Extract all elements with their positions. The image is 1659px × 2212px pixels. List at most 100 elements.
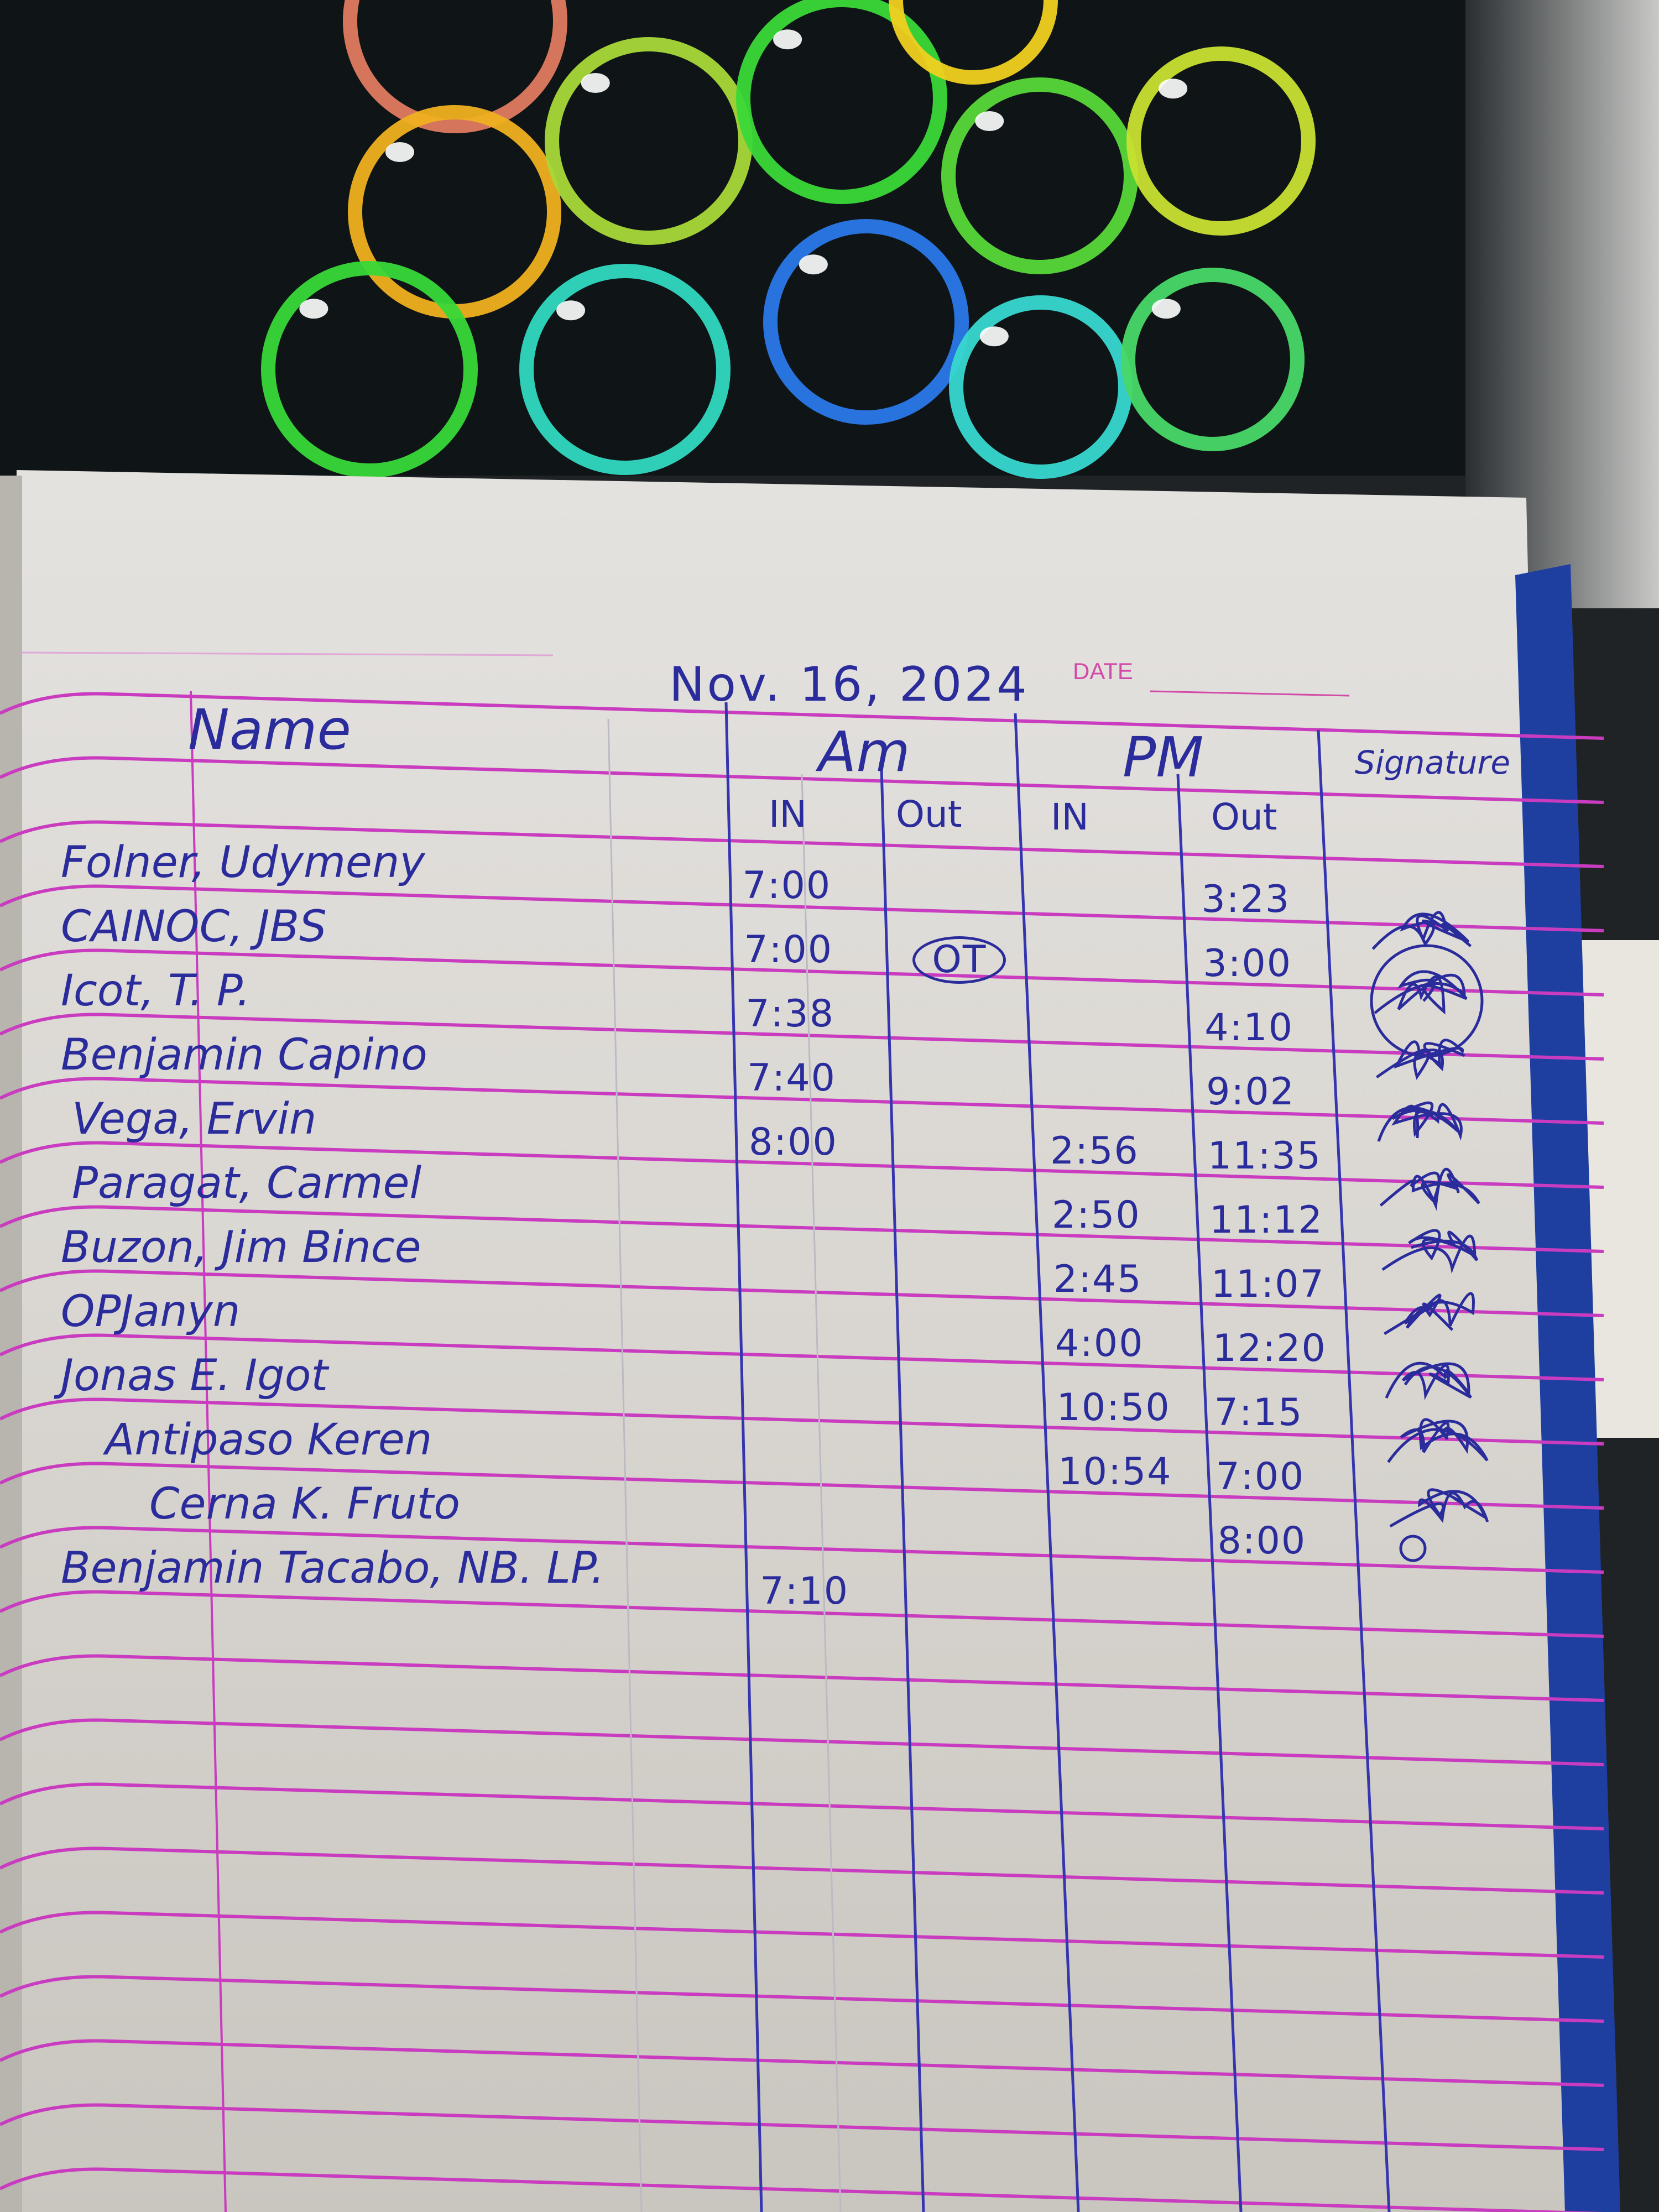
ruled-line bbox=[0, 1141, 1604, 1189]
name-cell: Buzon, Jim Bince bbox=[61, 1223, 421, 1273]
ring-highlight bbox=[975, 111, 1004, 131]
signature-scribble bbox=[1377, 1101, 1463, 1142]
name-cell: Icot, T. P. bbox=[61, 966, 251, 1016]
wallpaper-rings bbox=[261, 0, 1316, 479]
header-pm: PM bbox=[1123, 725, 1204, 790]
ruled-line bbox=[0, 1397, 1604, 1446]
column-line bbox=[724, 702, 763, 2212]
column-line bbox=[1317, 729, 1391, 2212]
ring-highlight bbox=[1159, 79, 1188, 99]
pm-out-cell: 11:12 bbox=[1209, 1198, 1323, 1242]
ruled-line bbox=[0, 1462, 1604, 1510]
handwritten-date: Nov. 16, 2024 bbox=[669, 657, 1029, 712]
ruled-line bbox=[0, 1077, 1604, 1125]
am-in-cell: 7:00 bbox=[742, 864, 832, 908]
pm-out-cell: 8:00 bbox=[1217, 1519, 1307, 1563]
ring-highlight bbox=[581, 73, 610, 93]
printed-date-label: DATE bbox=[1073, 658, 1133, 684]
name-cell: Cerna K. Fruto bbox=[149, 1479, 460, 1530]
ruled-line bbox=[0, 1911, 1604, 1959]
ruled-line bbox=[0, 948, 1604, 997]
am-out-cell: OT bbox=[912, 936, 1006, 984]
column-line bbox=[1014, 713, 1080, 2212]
header-pm-out: Out bbox=[1211, 796, 1277, 838]
ruled-line bbox=[0, 1718, 1604, 1766]
ruled-line bbox=[0, 1846, 1604, 1895]
ring bbox=[763, 219, 969, 425]
name-cell: Paragat, Carmel bbox=[72, 1159, 422, 1209]
am-in-cell: 7:40 bbox=[747, 1056, 836, 1100]
ruled-line bbox=[0, 1975, 1604, 2023]
header-pm-in: IN bbox=[1051, 796, 1089, 838]
ruled-line bbox=[0, 1654, 1604, 1702]
name-cell: Benjamin Capino bbox=[61, 1030, 427, 1081]
ruled-lines bbox=[0, 651, 1604, 2212]
header-signature: Signature bbox=[1355, 744, 1511, 781]
pm-in-cell: 2:56 bbox=[1050, 1129, 1139, 1173]
monitor-screen bbox=[0, 0, 1465, 476]
ruled-line bbox=[0, 1333, 1604, 1381]
ruled-line bbox=[0, 1782, 1604, 1830]
am-in-cell: 7:00 bbox=[744, 928, 833, 972]
column-line bbox=[190, 691, 227, 2212]
ring bbox=[261, 261, 478, 478]
column-line bbox=[607, 718, 643, 2212]
ruled-line bbox=[0, 1205, 1604, 1253]
ruled-line bbox=[0, 2167, 1604, 2212]
previous-page-edge bbox=[0, 476, 22, 2212]
ruled-line bbox=[0, 2103, 1604, 2151]
signatures bbox=[1370, 911, 1489, 1562]
name-cell: OPJanyn bbox=[61, 1287, 241, 1337]
signature-scribble bbox=[1384, 1292, 1475, 1335]
pm-out-cell: 9:02 bbox=[1206, 1070, 1295, 1114]
ring bbox=[736, 0, 947, 204]
ring-highlight bbox=[556, 300, 586, 321]
header-name: Name bbox=[188, 697, 352, 762]
pm-out-cell: 3:00 bbox=[1203, 941, 1292, 985]
ring bbox=[519, 264, 731, 475]
notebook-cover-edge bbox=[1515, 564, 1620, 2212]
ring bbox=[1126, 46, 1316, 236]
ring-highlight bbox=[979, 326, 1009, 347]
name-cell: Jonas E. Igot bbox=[61, 1351, 328, 1401]
ruled-line bbox=[0, 884, 1604, 932]
name-cell: Folner, Udymeny bbox=[61, 838, 425, 888]
ring-highlight bbox=[773, 29, 802, 50]
header-am-out: Out bbox=[896, 793, 962, 836]
ruled-line bbox=[0, 756, 1604, 804]
ruled-line bbox=[0, 820, 1604, 868]
name-cell: Benjamin Tacabo, NB. LP. bbox=[61, 1543, 605, 1594]
pm-in-cell: 10:54 bbox=[1058, 1450, 1172, 1494]
column-line bbox=[1176, 774, 1243, 2212]
pm-out-cell: 7:15 bbox=[1214, 1390, 1303, 1434]
printed-date-line bbox=[1150, 690, 1350, 697]
ring bbox=[343, 0, 567, 133]
signature-scribble bbox=[1371, 911, 1472, 950]
am-in-cell: 7:38 bbox=[745, 992, 834, 1036]
ruled-line bbox=[0, 1590, 1604, 1638]
ruled-line bbox=[0, 692, 1604, 740]
name-cell: Vega, Ervin bbox=[72, 1094, 317, 1145]
ruled-line bbox=[0, 1013, 1604, 1061]
signature-scribble bbox=[1370, 944, 1484, 1058]
pm-in-cell: 4:00 bbox=[1055, 1322, 1144, 1366]
header-am: Am bbox=[818, 719, 910, 784]
column-line bbox=[801, 774, 842, 2212]
ring-highlight bbox=[1151, 299, 1181, 319]
signature-scribble bbox=[1374, 970, 1468, 1015]
ring bbox=[889, 0, 1058, 85]
signature-scribble bbox=[1387, 1418, 1489, 1463]
signature-scribble bbox=[1379, 1167, 1480, 1211]
column-line bbox=[880, 768, 925, 2212]
pm-out-cell: 7:00 bbox=[1215, 1454, 1305, 1499]
pm-out-cell: 12:20 bbox=[1212, 1326, 1327, 1370]
signature-scribble bbox=[1389, 1488, 1489, 1528]
am-in-cell: 7:10 bbox=[760, 1569, 849, 1614]
ring bbox=[941, 77, 1138, 274]
pm-out-cell: 3:23 bbox=[1201, 877, 1291, 921]
name-cell: CAINOC, JBS bbox=[61, 902, 327, 952]
ring-highlight bbox=[385, 142, 414, 162]
ruled-line bbox=[0, 1526, 1604, 1574]
